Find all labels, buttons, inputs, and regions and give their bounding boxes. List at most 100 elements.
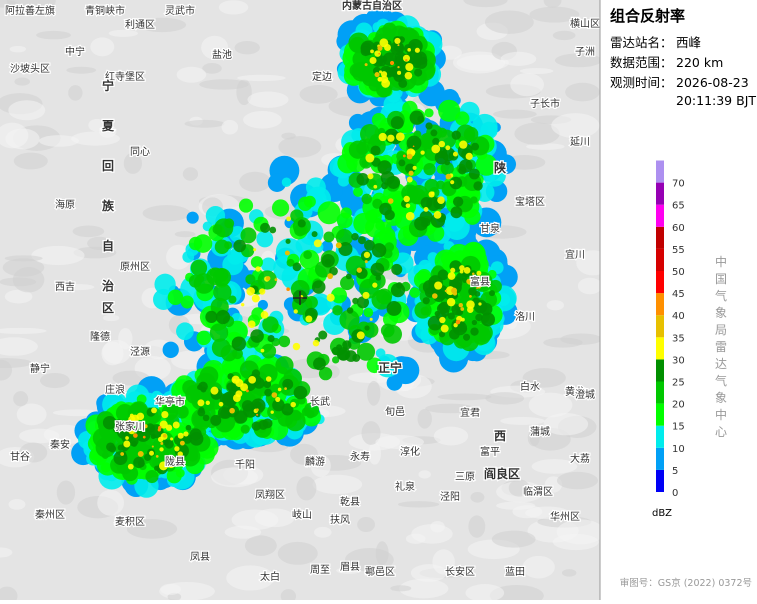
org-name: 中国气象局雷达气象中心 [715, 254, 727, 439]
echo-cell [364, 325, 370, 331]
echo-cell [409, 110, 424, 125]
info-panel [600, 0, 757, 600]
echo-cell [397, 44, 400, 47]
echo-cell [450, 180, 455, 185]
echo-cell [120, 452, 125, 456]
echo-cell [375, 221, 385, 231]
echo-cell [262, 418, 273, 429]
echo-cell [362, 291, 370, 299]
terrain [522, 555, 555, 579]
echo-cell [285, 238, 291, 244]
legend-swatch [656, 315, 664, 338]
echo-cell [160, 442, 164, 445]
echo-cell [269, 226, 277, 234]
place-label: 长安区 [445, 565, 475, 578]
echo-cell [404, 71, 413, 80]
terrain [0, 327, 47, 335]
terrain [361, 421, 381, 445]
echo-cell [432, 137, 440, 146]
legend: 0 5 10 15 20 25 30 35 40 45 50 55 60 65 70 [656, 160, 685, 499]
terrain [453, 567, 469, 578]
echo-cell [356, 296, 370, 309]
terrain [31, 245, 85, 266]
echo-cell [260, 348, 265, 353]
place-label: 扶风 [330, 513, 350, 526]
place-label: 青铜峡市 [85, 4, 125, 17]
echo-cell [386, 175, 401, 189]
terrain [437, 393, 492, 401]
echo-cell [469, 295, 472, 298]
terrain [87, 236, 112, 251]
range: 220 km [676, 55, 723, 70]
echo-cell [420, 150, 425, 155]
terrain [4, 255, 43, 262]
echo-cell [261, 343, 277, 359]
echo-cell [186, 211, 199, 224]
terrain [218, 0, 249, 15]
echo-cell [378, 52, 381, 55]
echo-cell [406, 176, 413, 183]
place-label: 宁 [102, 78, 114, 93]
terrain [0, 358, 33, 368]
place-label: 自 [102, 238, 114, 253]
echo-cell [137, 450, 144, 457]
echo-cell [206, 267, 225, 286]
echo-cell [449, 176, 463, 190]
terrain [522, 368, 566, 388]
terrain [397, 501, 440, 508]
terrain [543, 337, 583, 348]
legend-unit: dBZ [652, 508, 672, 519]
echo-cell [440, 308, 450, 317]
echo-cell [395, 132, 405, 142]
echo-cell [370, 262, 385, 277]
terrain [417, 408, 432, 429]
legend-swatch [656, 160, 664, 183]
echo-cell [437, 196, 445, 205]
terrain [290, 443, 319, 465]
echo-cell [235, 390, 243, 398]
place-label: 阿拉善左旗 [5, 4, 55, 17]
echo-cell [290, 401, 296, 408]
echo-cell [157, 436, 164, 443]
echo-cell [328, 184, 343, 199]
echo-cell [260, 311, 269, 319]
place-label: 太白 [260, 570, 280, 583]
echo-cell [272, 398, 285, 412]
echo-cell [256, 413, 259, 416]
terrain [72, 225, 105, 238]
echo-cell [402, 54, 411, 62]
place-label: 洛川 [515, 310, 535, 323]
echo-cell [185, 424, 192, 431]
echo-cell [470, 196, 478, 204]
approval-number: 审图号：GS京 (2022) 0372号 [620, 577, 752, 589]
terrain [489, 584, 544, 604]
echo-cell [412, 165, 417, 170]
terrain [102, 314, 120, 322]
echo-cell [145, 423, 155, 433]
echo-cell [405, 58, 408, 62]
legend-swatch [656, 293, 664, 316]
panel-title: 组合反射率 [610, 7, 685, 25]
terrain [551, 113, 600, 139]
terrain [90, 37, 115, 57]
echo-cell [305, 315, 313, 323]
terrain [160, 583, 182, 595]
echo-cell [393, 70, 405, 82]
echo-cell [270, 383, 282, 396]
echo-cell [151, 390, 163, 402]
terrain [411, 524, 453, 544]
echo-cell [356, 342, 376, 361]
echo-cell [460, 307, 465, 311]
echo-cell [398, 159, 406, 167]
echo-cell [241, 303, 245, 307]
legend-swatch [656, 271, 664, 294]
echo-cell [117, 444, 124, 451]
terrain [514, 122, 560, 145]
terrain [4, 289, 33, 304]
terrain [13, 391, 29, 407]
echo-cell [293, 385, 308, 400]
echo-cell [380, 323, 395, 338]
terrain [0, 547, 13, 558]
